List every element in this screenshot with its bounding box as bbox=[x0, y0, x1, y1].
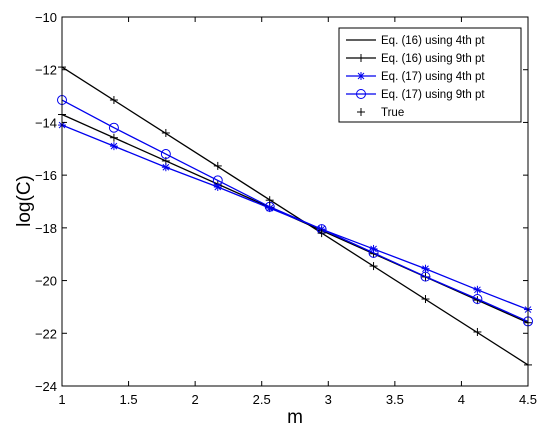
data-point bbox=[108, 122, 119, 133]
ticks-layer: 1 1.5 2 2.5 3 3.5 4 4.5 −24 −22 −20 −18 −16 −14 −12 −10 bbox=[35, 10, 537, 407]
legend-label: Eq. (16) using 9th pt bbox=[381, 53, 485, 65]
data-point bbox=[213, 183, 222, 192]
series-1 bbox=[61, 66, 529, 366]
y-axis-title: log(C) bbox=[14, 175, 35, 227]
x-tick-label: 3 bbox=[325, 392, 332, 407]
x-tick-label: 1.5 bbox=[120, 392, 138, 407]
data-point bbox=[109, 142, 118, 151]
data-point bbox=[473, 327, 482, 336]
data-point bbox=[161, 128, 170, 137]
data-point bbox=[161, 163, 170, 172]
series-line bbox=[61, 66, 529, 366]
data-point bbox=[265, 196, 274, 205]
legend: Eq. (16) using 4th pt Eq. (16) using 9th … bbox=[338, 27, 522, 123]
series-layer bbox=[57, 63, 533, 369]
y-tick-label: −16 bbox=[35, 168, 57, 183]
y-tick-label: −18 bbox=[35, 221, 57, 236]
data-point bbox=[160, 149, 171, 160]
legend-entry-4: Eq. (17) using 9th pt bbox=[346, 89, 485, 101]
y-tick-label: −20 bbox=[35, 274, 57, 289]
data-point bbox=[317, 229, 326, 238]
x-tick-label: 2 bbox=[192, 392, 199, 407]
data-point bbox=[212, 175, 223, 186]
legend-marker bbox=[357, 72, 365, 80]
data-point bbox=[420, 271, 431, 282]
y-tick-label: −24 bbox=[35, 379, 57, 394]
legend-marker bbox=[357, 108, 365, 116]
y-tick-label: −14 bbox=[35, 115, 57, 130]
x-tick-label: 3.5 bbox=[386, 392, 404, 407]
legend-marker bbox=[357, 54, 365, 62]
data-point bbox=[421, 264, 430, 273]
legend-entry-3: Eq. (17) using 4th pt bbox=[346, 71, 485, 83]
data-point bbox=[109, 96, 118, 105]
legend-entries: Eq. (16) using 4th pt Eq. (16) using 9th … bbox=[346, 35, 485, 119]
x-axis-title: m bbox=[287, 407, 303, 428]
data-point bbox=[369, 262, 378, 271]
legend-entry-1: Eq. (16) using 4th pt bbox=[346, 35, 485, 47]
legend-label: Eq. (16) using 4th pt bbox=[381, 35, 485, 47]
legend-label: Eq. (17) using 9th pt bbox=[381, 89, 485, 101]
data-point bbox=[472, 294, 483, 305]
legend-label: Eq. (17) using 4th pt bbox=[381, 71, 485, 83]
x-tick-label: 4.5 bbox=[519, 392, 537, 407]
y-tick-label: −10 bbox=[35, 10, 57, 25]
series-line bbox=[61, 99, 529, 323]
legend-box bbox=[338, 27, 522, 123]
x-tick-label: 1 bbox=[58, 392, 65, 407]
x-tick-label: 2.5 bbox=[253, 392, 271, 407]
x-tick-label: 4 bbox=[458, 392, 465, 407]
data-point bbox=[421, 295, 430, 304]
data-point bbox=[213, 161, 222, 170]
data-point bbox=[368, 247, 379, 258]
y-tick-label: −12 bbox=[35, 63, 57, 78]
data-point bbox=[473, 285, 482, 294]
legend-entry-2: Eq. (16) using 9th pt bbox=[346, 53, 485, 65]
axes-box bbox=[61, 16, 529, 387]
legend-label: True bbox=[381, 107, 404, 119]
legend-marker bbox=[356, 89, 366, 99]
legend-entry-5: True bbox=[357, 107, 404, 119]
data-point bbox=[109, 133, 118, 142]
y-tick-label: −22 bbox=[35, 326, 57, 341]
